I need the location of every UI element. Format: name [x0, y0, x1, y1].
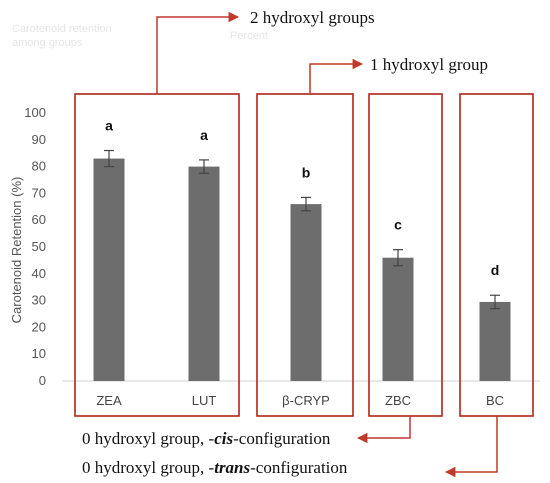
- y-tick-label: 40: [32, 266, 46, 281]
- x-category-label: LUT: [192, 393, 217, 408]
- bar-series: [93, 158, 511, 381]
- x-category-label: ZBC: [385, 393, 411, 408]
- x-category-label: ZEA: [96, 393, 122, 408]
- error-bar: [104, 149, 114, 168]
- bar: [290, 204, 322, 381]
- faint-header-line-2: among groups: [12, 37, 83, 49]
- faint-header-line-1: Carotenoid retention: [12, 23, 112, 35]
- significance-letter: a: [200, 127, 208, 143]
- annotation-two-hydroxyl: 2 hydroxyl groups: [250, 8, 375, 27]
- annotation-cis-word: cis: [214, 429, 233, 448]
- arrow-cis: [356, 416, 411, 444]
- annotation-one-hydroxyl: 1 hydroxyl group: [370, 55, 488, 74]
- faint-header: Carotenoid retention among groups Percen…: [12, 23, 268, 49]
- y-axis-ticks: 0 10 20 30 40 50 60 70 80 90 100: [24, 105, 46, 388]
- annotation-trans: 0 hydroxyl group, -trans-configuration: [82, 458, 348, 477]
- y-tick-label: 80: [32, 159, 46, 174]
- group-box-bcryp: [256, 93, 354, 417]
- y-tick-label: 0: [39, 373, 46, 388]
- y-tick-label: 90: [32, 132, 46, 147]
- bar: [188, 166, 220, 381]
- y-tick-label: 70: [32, 185, 46, 200]
- significance-letter: b: [302, 164, 311, 180]
- bar: [479, 301, 511, 381]
- annotation-cis-prefix: 0 hydroxyl group, -: [82, 429, 215, 448]
- group-box-zbc: [368, 93, 443, 417]
- bar: [93, 158, 125, 381]
- error-bar: [393, 249, 403, 267]
- significance-letter: c: [394, 217, 402, 233]
- error-bars: [104, 149, 500, 310]
- annotation-trans-word: trans: [214, 458, 250, 477]
- significance-letter: a: [105, 118, 113, 134]
- annotation-cis-suffix: -configuration: [233, 429, 331, 448]
- error-bar: [199, 159, 209, 174]
- y-tick-label: 10: [32, 346, 46, 361]
- arrow-trans: [444, 416, 498, 478]
- arrow-two-hydroxyl: [156, 11, 240, 94]
- annotation-trans-suffix: -configuration: [250, 458, 348, 477]
- annotation-arrows: [156, 11, 498, 478]
- category-labels: ZEA LUT β-CRYP ZBC BC: [96, 393, 504, 408]
- y-tick-label: 30: [32, 293, 46, 308]
- y-axis-title: Carotenoid Retention (%): [9, 177, 24, 324]
- significance-letter: d: [491, 262, 500, 278]
- error-bar: [301, 196, 311, 212]
- significance-letters: a a b c d: [105, 118, 499, 279]
- y-tick-label: 60: [32, 212, 46, 227]
- x-category-label: BC: [486, 393, 504, 408]
- arrow-one-hydroxyl: [309, 58, 364, 94]
- annotation-trans-prefix: 0 hydroxyl group, -: [82, 458, 215, 477]
- annotation-cis: 0 hydroxyl group, -cis-configuration: [82, 429, 331, 448]
- y-tick-label: 100: [24, 105, 46, 120]
- error-bar: [490, 294, 500, 310]
- faint-header-line-3: Percent: [230, 30, 268, 42]
- x-category-label: β-CRYP: [282, 393, 330, 408]
- y-tick-label: 50: [32, 239, 46, 254]
- y-tick-label: 20: [32, 319, 46, 334]
- bar: [382, 257, 414, 381]
